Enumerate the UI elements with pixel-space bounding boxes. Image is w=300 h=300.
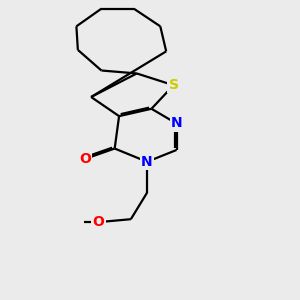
- Text: N: N: [171, 116, 182, 130]
- Text: O: O: [92, 215, 104, 229]
- Text: O: O: [79, 152, 91, 166]
- Text: N: N: [141, 155, 153, 169]
- Text: S: S: [169, 78, 178, 92]
